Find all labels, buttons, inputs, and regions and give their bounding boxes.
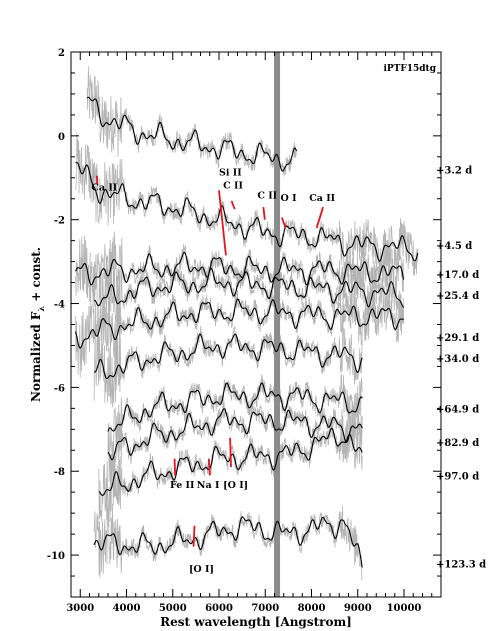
line-marker (230, 200, 236, 210)
spectra-lines-layer (75, 96, 419, 568)
phase-label: +29.1 d (436, 333, 479, 344)
y-axis-title-tail: + const. (29, 247, 43, 306)
y-tick-label: -2 (54, 216, 65, 227)
telluric-band-layer (274, 52, 281, 597)
spectrum-line-7 (107, 408, 363, 461)
y-tick-label: 2 (58, 48, 65, 59)
phase-label: +97.0 d (436, 471, 479, 482)
line-marker (315, 206, 324, 229)
line-id-label: Fe II (170, 480, 195, 491)
spectrum-line-5 (94, 333, 363, 379)
line-marker (192, 525, 196, 547)
y-tick-label: -4 (54, 300, 65, 311)
phase-label: +34.0 d (436, 354, 479, 365)
x-tick-label: 5000 (159, 603, 187, 614)
line-marker (207, 458, 211, 476)
line-id-label: [O I] (189, 564, 214, 575)
spectrum-noise-0 (86, 66, 297, 177)
y-tick-label: 0 (58, 132, 65, 143)
y-tick-label: -8 (54, 467, 65, 478)
x-tick-label: 10000 (387, 603, 422, 614)
line-id-markers-layer (96, 175, 324, 547)
spectrum-noise-1 (75, 132, 419, 282)
line-id-label: [O I] (223, 480, 248, 491)
spectrum-noise-9 (93, 503, 363, 581)
line-marker (262, 207, 266, 220)
line-id-label: Na I (197, 480, 220, 491)
x-tick-label: 3000 (66, 603, 94, 614)
line-id-label: Si II (219, 168, 242, 179)
spectrum-noise-5 (93, 325, 363, 408)
spectrum-noise-8 (98, 418, 363, 522)
phase-label: +17.0 d (436, 270, 479, 281)
spectrum-line-2 (75, 251, 405, 286)
y-tick-label: -10 (47, 551, 65, 562)
axes-layer (70, 51, 442, 598)
line-id-label: Ca II (309, 193, 335, 204)
spectrum-line-6 (107, 382, 363, 432)
telluric-band (274, 52, 281, 597)
line-marker (281, 217, 287, 229)
x-tick-label: 7000 (251, 603, 279, 614)
line-marker (218, 190, 227, 256)
spectra-noise-layer (75, 66, 419, 581)
spectrum-line-9 (93, 516, 363, 568)
x-tick-label: 4000 (113, 603, 141, 614)
labels-layer: +3.2 d +4.5 d +17.0 d +25.4 d +29.1 d +34.0 d… (29, 48, 486, 629)
x-tick-label: 9000 (344, 603, 372, 614)
x-axis-title: Rest wavelength [Angstrom] (160, 615, 352, 629)
spectrum-line-0 (86, 96, 298, 172)
phase-label: +82.9 d (436, 438, 479, 449)
phase-label: +25.4 d (436, 291, 479, 302)
x-tick-label: 8000 (298, 603, 326, 614)
line-id-label: C II (223, 180, 243, 191)
phase-label: +123.3 d (436, 559, 486, 570)
phase-label: +64.9 d (436, 404, 479, 415)
y-tick-label: -6 (54, 383, 65, 394)
spectrum-line-1 (75, 161, 419, 262)
line-id-label: O I (281, 193, 298, 204)
object-name-label: iPTF15dtg (383, 64, 436, 74)
y-axis-title: Normalized Fλ + const. (29, 247, 46, 402)
line-id-label: C II (257, 191, 277, 202)
spectrum-line-4 (75, 298, 404, 349)
line-id-label: Ca II (91, 182, 117, 193)
spectrum-noise-6 (107, 373, 363, 463)
spectrum-line-3 (93, 267, 404, 308)
phase-label: +4.5 d (436, 241, 472, 252)
line-marker (229, 437, 232, 468)
y-axis-title-main: Normalized F (29, 311, 43, 402)
phase-label: +3.2 d (436, 165, 472, 176)
y-axis-title-subscript: λ (36, 306, 46, 312)
x-tick-label: 6000 (205, 603, 233, 614)
